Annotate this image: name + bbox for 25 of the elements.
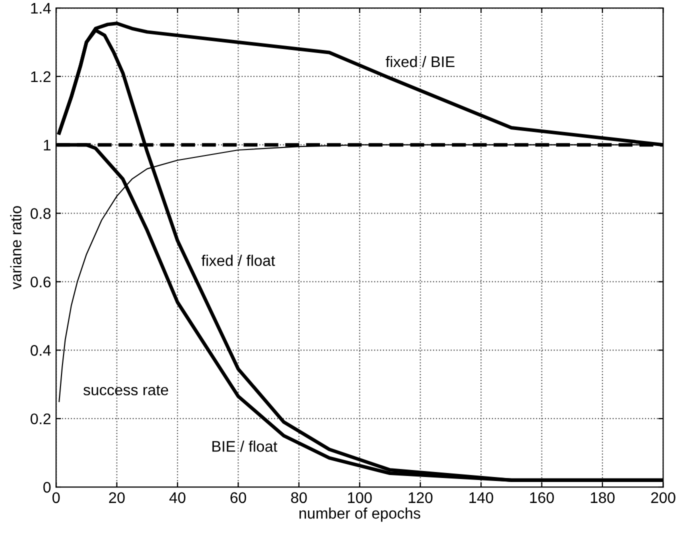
y-tick-label: 0.2 bbox=[30, 413, 50, 424]
series-label: success rate bbox=[83, 385, 168, 396]
series-label: fixed / BIE bbox=[386, 56, 454, 68]
x-tick-label: 100 bbox=[348, 492, 372, 504]
y-tick-label: 1.2 bbox=[31, 71, 50, 82]
x-tick-label: 0 bbox=[52, 492, 60, 504]
x-tick-label: 160 bbox=[530, 492, 554, 504]
series-label: fixed / float bbox=[202, 254, 276, 266]
y-tick-label: 0.8 bbox=[30, 208, 51, 219]
y-tick-label: 0.4 bbox=[30, 345, 51, 356]
y-tick-label: 0.6 bbox=[30, 276, 51, 288]
x-tick-label: 200 bbox=[651, 492, 676, 504]
x-tick-label: 20 bbox=[109, 492, 125, 504]
y-axis-title: variane ratio bbox=[10, 206, 22, 290]
x-axis-title: number of epochs bbox=[300, 508, 420, 522]
x-tick-label: 120 bbox=[408, 492, 432, 504]
y-tick-label: 1.4 bbox=[31, 3, 51, 14]
x-tick-label: 40 bbox=[169, 492, 186, 504]
y-tick-label: 1 bbox=[44, 140, 50, 150]
series-label: BIE / float bbox=[212, 440, 278, 452]
x-tick-label: 180 bbox=[590, 492, 615, 504]
x-tick-label: 140 bbox=[469, 492, 494, 504]
y-tick-label: 0 bbox=[43, 482, 51, 493]
x-tick-label: 60 bbox=[230, 492, 246, 504]
x-tick-label: 80 bbox=[291, 492, 307, 504]
